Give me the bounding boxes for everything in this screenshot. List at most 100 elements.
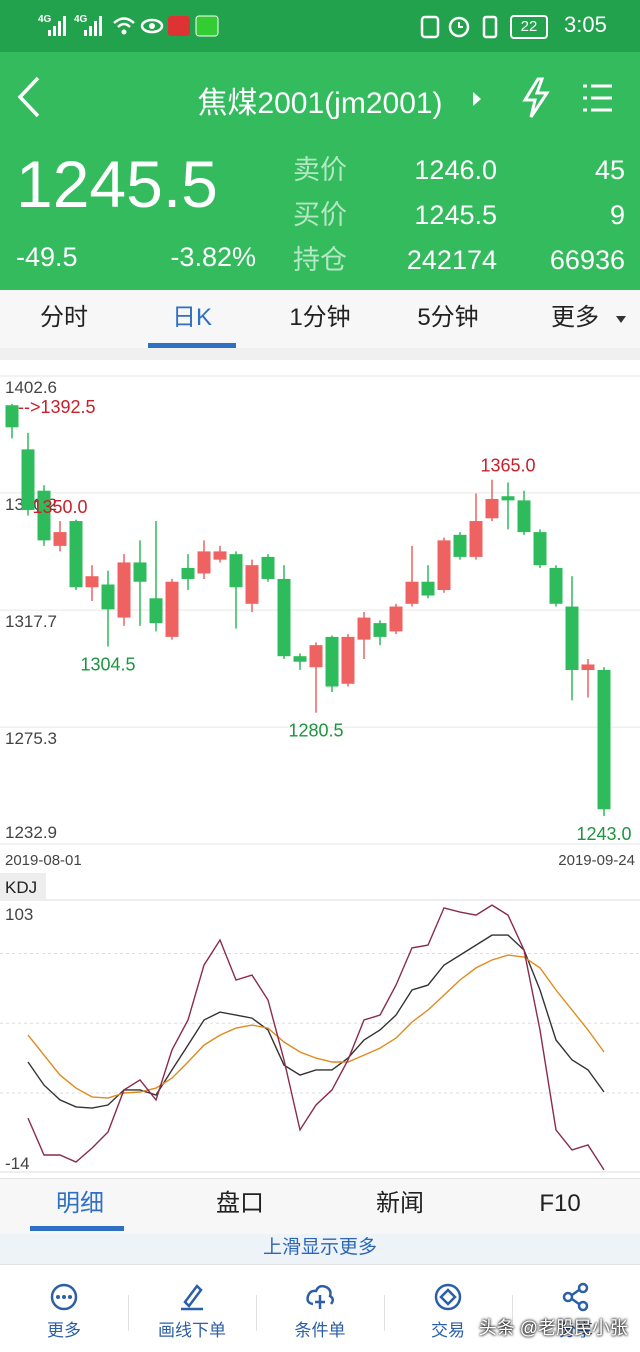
candle-body [389, 606, 403, 632]
signal-icon [84, 16, 102, 36]
tab-active[interactable]: 明细 [56, 1190, 104, 1217]
candle-body [581, 664, 595, 670]
y-tick-label: -14 [5, 1154, 30, 1173]
more-hint[interactable]: 上滑显示更多 [0, 1234, 640, 1264]
tool-label: 画线下单 [158, 1321, 226, 1340]
annotation: 1280.5 [288, 721, 343, 741]
watermark: 头条 @老股民小张 [478, 1318, 628, 1338]
tool-button[interactable]: 画线下单 [128, 1265, 256, 1352]
period-tabs: 分时 日K 1分钟 5分钟 更多 [0, 290, 640, 348]
tab-underline [30, 1226, 124, 1231]
kdj-line [27, 954, 605, 1099]
tool-button[interactable]: 条件单 [256, 1265, 384, 1352]
annotation: 1243.0 [576, 824, 631, 844]
candle-body [341, 636, 355, 684]
candle-body [277, 578, 291, 657]
candle-body [565, 606, 579, 670]
x-label: 2019-08-01 [5, 852, 82, 869]
candle-body [421, 581, 435, 596]
quote-row: 买价 1245.5 9 [0, 195, 640, 235]
back-button[interactable] [14, 74, 44, 120]
kdj-title: KDJ [5, 878, 37, 897]
price-change-percent: -3.82% [170, 242, 256, 272]
row-price: 242174 [406, 245, 497, 275]
annotation: -->1392.5 [18, 397, 96, 417]
tab-underline [148, 343, 236, 348]
network-label: 4G [74, 14, 88, 25]
status-icons [420, 15, 498, 39]
tab[interactable]: 5分钟 [417, 304, 479, 331]
price-change: -49.5 [16, 242, 78, 272]
candle-body [133, 562, 147, 582]
quote-row: 持仓 242174 66936 [0, 240, 640, 280]
annotation: 1350.0 [32, 497, 87, 517]
clock: 3:05 [564, 12, 607, 37]
tab[interactable]: 1分钟 [289, 304, 351, 331]
annotation: 1365.0 [480, 456, 535, 476]
candle-body [181, 567, 195, 579]
candle-body [261, 556, 275, 579]
dropdown-arrow [616, 316, 626, 323]
candle-body [85, 576, 99, 588]
icon [562, 1282, 589, 1312]
kdj-label-box [0, 873, 46, 899]
candle-body [213, 551, 227, 560]
divider [0, 348, 640, 360]
kdj-line [27, 904, 605, 1171]
quote-row: 卖价 1246.0 45 [0, 150, 640, 190]
icon [50, 1283, 78, 1311]
separator [512, 1295, 513, 1331]
candle-body [469, 521, 483, 557]
x-label: 2019-09-24 [558, 852, 635, 869]
tab-active[interactable]: 日K [171, 304, 212, 331]
candle-body [501, 496, 515, 501]
network-label: 4G [38, 14, 52, 25]
annotation: 1304.5 [80, 655, 135, 675]
status-icons [113, 15, 219, 37]
row-label: 卖价 [293, 155, 347, 185]
y-tick-label: 1232.9 [5, 823, 57, 842]
header: 焦煤2001(jm2001) [0, 52, 640, 148]
separator [384, 1295, 385, 1331]
last-price: 1245.5 [16, 147, 218, 221]
candle-body [437, 540, 451, 591]
tool-label: 分享 [559, 1321, 593, 1340]
tab[interactable]: F10 [539, 1190, 581, 1217]
tool-button[interactable]: 更多 [0, 1265, 128, 1352]
icon [434, 1283, 462, 1311]
separator [128, 1295, 129, 1331]
tool-label: 更多 [47, 1321, 81, 1340]
candle-body [69, 521, 83, 588]
menu-button[interactable] [582, 82, 614, 116]
title: 焦煤2001(jm2001) [197, 87, 443, 120]
candle-body [21, 449, 35, 511]
switch-arrow[interactable] [470, 90, 484, 108]
candle-body [325, 636, 339, 687]
y-tick-label: 103 [5, 905, 33, 924]
row-price: 1246.0 [414, 155, 497, 185]
candle-body [197, 551, 211, 574]
tab[interactable]: 分时 [40, 304, 88, 331]
signal-icon [48, 16, 66, 36]
tab[interactable]: 盘口 [216, 1190, 264, 1217]
battery: 22 [510, 15, 548, 39]
tool-label: 交易 [431, 1321, 465, 1340]
candle-body [37, 490, 51, 541]
candle-body [149, 598, 163, 624]
tool-button[interactable]: 交易 [384, 1265, 512, 1352]
flash-button[interactable] [520, 76, 552, 120]
candle-body [229, 554, 243, 588]
candle-body [597, 669, 611, 810]
tab[interactable]: 新闻 [376, 1190, 424, 1217]
y-tick-label: 1275.3 [5, 729, 57, 748]
tool-label: 条件单 [294, 1321, 346, 1340]
row-label: 买价 [293, 200, 347, 230]
candle-body [357, 617, 371, 640]
tool-button[interactable]: 分享 [512, 1265, 640, 1352]
candle-body [373, 623, 387, 637]
tab[interactable]: 更多 [551, 304, 599, 331]
candle-body [53, 532, 67, 546]
chart: KDJ 1232.91275.31317.71360.21402.62019-0… [0, 375, 640, 1173]
candle-body [517, 500, 531, 533]
